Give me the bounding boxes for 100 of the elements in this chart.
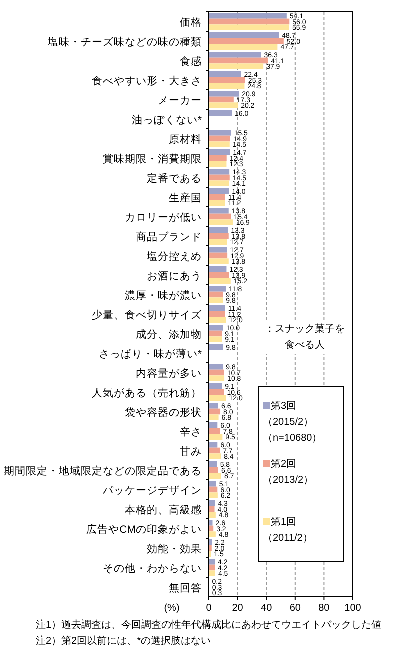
y-tick-label: 価格 [180,16,202,29]
y-tick-label: 賞味期限・消費期限 [103,152,202,166]
bar [209,376,225,382]
bar [209,180,230,186]
bar [209,364,224,370]
bar [209,174,230,181]
bar [209,13,287,19]
bar [209,408,221,415]
bar [209,44,278,50]
bar [209,330,222,337]
bar [209,24,290,30]
bar [209,155,227,162]
y-tick-label: 商品ブランド [136,230,202,244]
bar [209,72,242,78]
y-tick-label: 広告やCMの印象がよい [86,522,202,536]
bar [209,434,223,440]
y-tick-label: 濃厚・味が濃い [125,288,202,302]
y-tick-label: さっぱり・味が薄い* [98,347,202,360]
bar [209,500,216,506]
bar [209,492,218,498]
bar [209,272,230,278]
y-tick-label: 塩味・チーズ味などの味の種類 [47,35,202,48]
bar [209,403,219,409]
bar [209,110,232,116]
bar [209,102,238,108]
bar [209,422,218,428]
bar [209,317,226,323]
y-tick-label: 辛さ [180,425,202,438]
bar [209,32,280,38]
y-tick-label: 無回答 [169,582,202,594]
y-tick-label: 期間限定・地域限定などの限定品である [4,464,202,478]
y-tick-label: メーカー [158,94,202,107]
x-tick-label: 20 [232,603,244,614]
legend-label: 第1回（2011/2） [263,517,313,544]
x-tick-label: 40 [261,603,273,614]
bar [209,462,218,468]
bar [209,233,229,240]
text: 注1）過去調査は、今回調査の性年代構成比にあわせてウエイトバックした値 [36,618,382,632]
bar [209,228,228,234]
bar [209,278,231,284]
bar [209,336,222,342]
bar [209,130,232,136]
bar [209,384,222,390]
bar [209,570,216,576]
x-tick-label: 100 [344,603,362,614]
bar [209,389,224,396]
y-tick-label: 食感 [180,54,202,68]
legend-label: 第2回（2013/2） [263,459,314,486]
bar [209,136,230,142]
bar [209,194,226,200]
bar [209,506,215,512]
bar [209,481,216,487]
bar [209,239,228,245]
bar [209,258,229,264]
bar [209,220,234,226]
y-tick-label: パッケージデザイン [102,484,202,497]
bar [209,64,264,70]
bar [209,370,224,376]
bar [209,200,226,206]
x-tick-label: 60 [290,603,302,614]
bar [209,298,224,304]
y-tick-label: お酒にあう [147,269,202,282]
bar [209,266,227,272]
bar [209,188,230,194]
y-tick-label: 生産国 [169,191,202,204]
bar [209,161,227,167]
y-tick-label: カロリーが低い [125,212,202,224]
bar [209,286,226,292]
bar [209,454,222,460]
y-tick-label: その他・わからない [103,562,202,575]
y-tick-label: 人気がある（売れ筋） [92,386,202,400]
bar [209,52,262,58]
bar [209,83,245,89]
bar [209,77,246,84]
annotation: ：スナック菓子を食べる人 [262,322,348,354]
bar [209,58,268,64]
x-tick-label: 0 [206,603,212,614]
y-tick-label: 食べやすい形・大きさ [92,74,202,88]
bar [209,442,218,448]
bar [209,325,224,331]
y-tick-label: 甘み [180,444,202,458]
y-tick-label: 少量、食べ切りサイズ [92,308,203,322]
y-tick-label: 内容量が多い [136,366,202,380]
legend-label: 第3回（2015/2）（n=10680） [263,401,322,444]
bar [209,311,226,318]
bar [209,150,230,156]
bar [209,96,234,103]
bar [209,252,228,259]
bar [209,91,240,97]
y-tick-label: 袋や容器の形状 [125,406,202,419]
y-tick-label: 原材料 [169,132,202,146]
y-tick-label: 効能・効果 [147,542,202,556]
bar [209,395,226,401]
bar [209,559,216,565]
bar [209,473,222,479]
bar [209,169,230,175]
bar [209,214,232,220]
bar [209,142,230,148]
bar [209,414,219,420]
y-tick-label: 成分、添加物 [136,328,202,341]
